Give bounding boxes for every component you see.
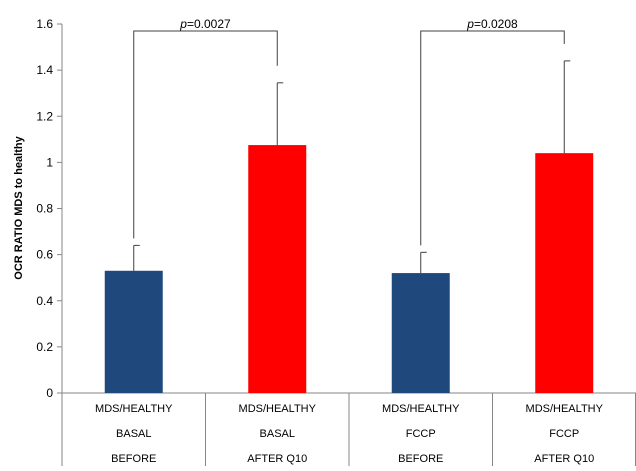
category-label: BASAL [260,428,295,440]
category-label: AFTER Q10 [534,453,594,465]
p-value: =0.0027 [187,17,231,31]
p-value-label: p=0.0027 [179,17,231,31]
p-value: =0.0208 [474,17,518,31]
p-symbol: p [179,17,187,31]
category-label: FCCP [549,428,579,440]
bar [248,145,307,393]
category-label: AFTER Q10 [247,453,307,465]
y-tick-label: 0.8 [36,202,53,216]
y-axis-title: OCR RATIO MDS to healthy [13,135,25,279]
significance-bracket [133,30,278,239]
y-tick-label: 0.6 [36,248,53,262]
category-label: MDS/HEALTHY [526,403,604,415]
category-label: MDS/HEALTHY [239,403,317,415]
category-label: FCCP [406,428,436,440]
category-label: BEFORE [398,453,443,465]
y-tick-label: 1.2 [36,109,53,123]
y-tick-label: 0.2 [36,340,53,354]
category-label: BASAL [116,428,151,440]
p-symbol: p [466,17,474,31]
category-label: MDS/HEALTHY [95,403,173,415]
significance-bracket [420,30,565,246]
bar [391,273,450,393]
bar [104,270,163,393]
y-tick-label: 0 [46,386,53,400]
p-value-label: p=0.0208 [466,17,518,31]
category-label: BEFORE [111,453,156,465]
y-tick-label: 1.4 [36,63,53,77]
y-tick-label: 0.4 [36,294,53,308]
bar [535,153,594,393]
y-tick-label: 1.6 [36,17,53,31]
y-tick-label: 1 [46,155,53,169]
category-label: MDS/HEALTHY [382,403,460,415]
